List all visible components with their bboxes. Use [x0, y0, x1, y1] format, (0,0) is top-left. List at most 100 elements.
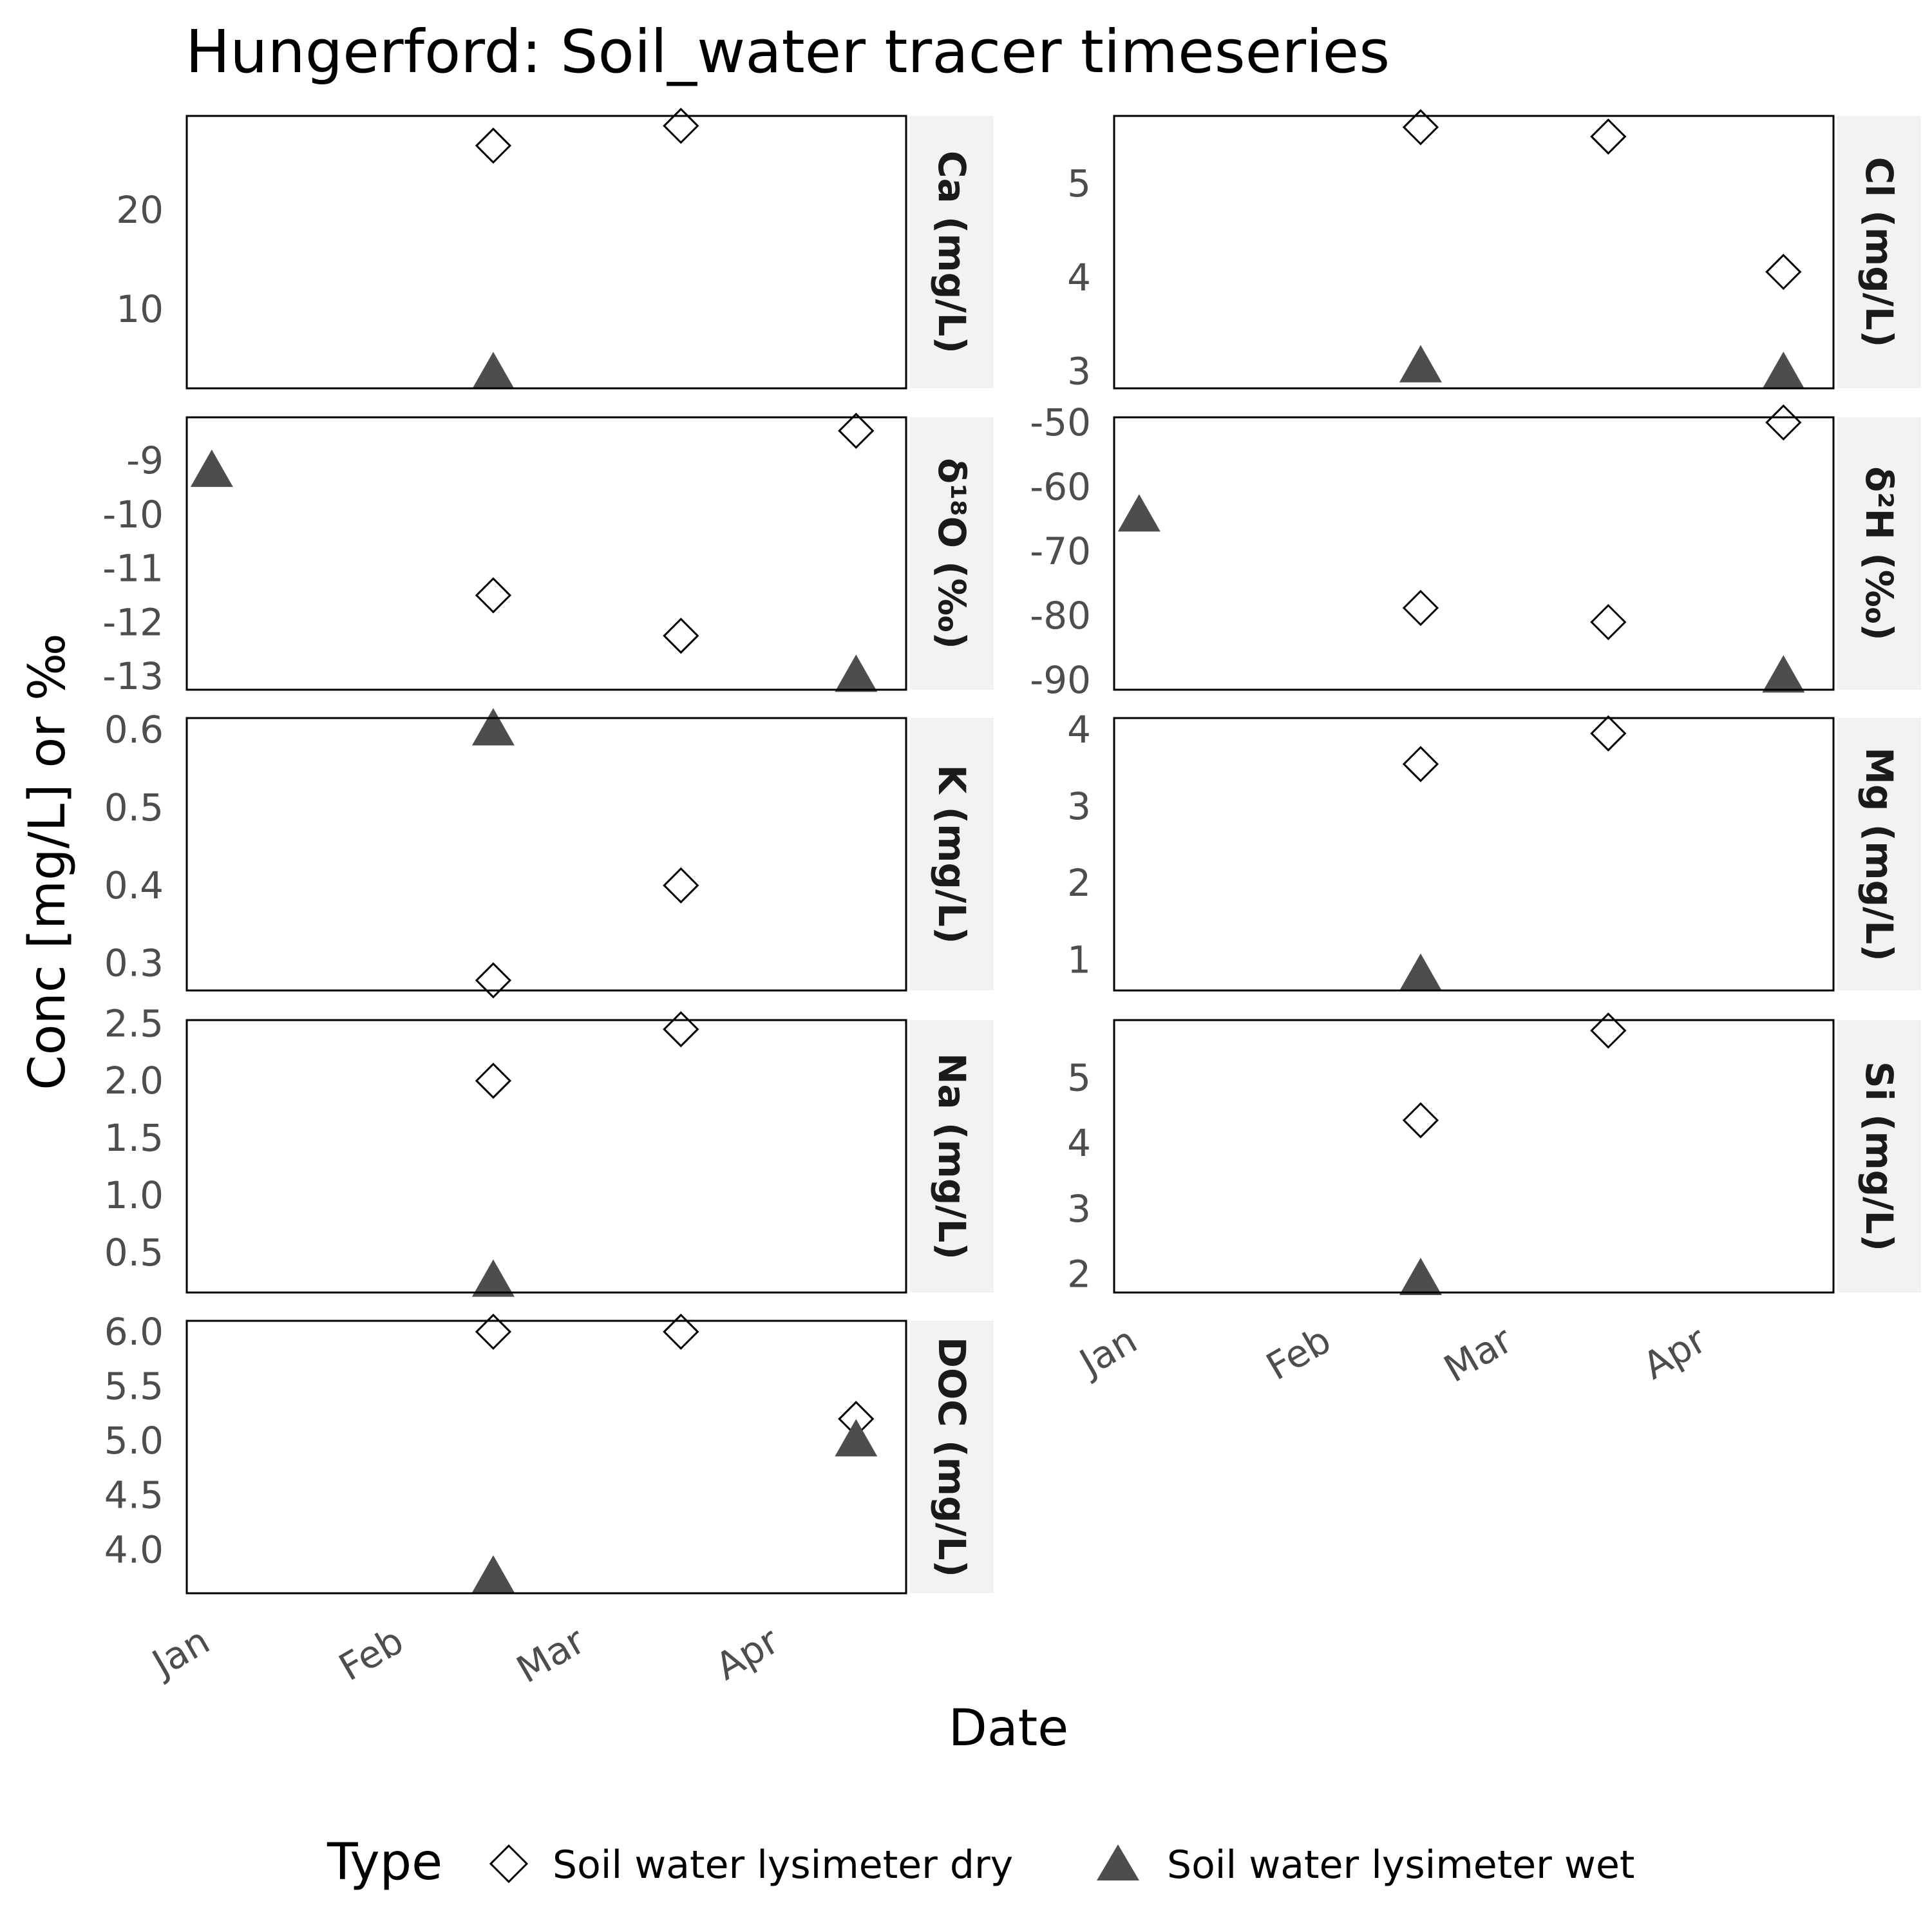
panel-mg-mg-l: 1 2 3 4 Mg (mg/L) — [1067, 708, 1921, 992]
panel-h: -50 -60 -70 -80 -90 δ²H (‰) — [1030, 401, 1921, 702]
panel-background — [1114, 116, 1833, 388]
panel-background — [187, 1321, 906, 1593]
point-dry — [663, 867, 699, 904]
y-tick-label: 4.5 — [104, 1473, 164, 1517]
y-tick-label: 6.0 — [104, 1310, 164, 1354]
y-tick-label: 3 — [1067, 350, 1091, 393]
y-tick-label: 0.3 — [104, 942, 164, 985]
facet-strip-label: δ¹⁸O (‰) — [930, 458, 974, 649]
panel-border — [185, 717, 907, 992]
panel-border — [1113, 717, 1835, 992]
panel-background — [1114, 718, 1833, 990]
y-tick-label: 2.5 — [104, 1001, 164, 1045]
point-dry — [475, 962, 512, 999]
facet-panels: 10 20 Ca (mg/L) 3 4 5 Cl (mg/L) -9 -10 -11 -12 -13 δ… — [102, 108, 1921, 1692]
point-wet — [1117, 494, 1160, 532]
y-tick-label: 5.5 — [104, 1365, 164, 1408]
y-tick-label: 0.5 — [104, 786, 164, 829]
point-dry — [838, 412, 875, 450]
y-tick-label: 4 — [1067, 1121, 1091, 1165]
point-dry — [1765, 254, 1802, 290]
point-wet — [1399, 1258, 1442, 1296]
x-tick-label: Feb — [1259, 1318, 1338, 1388]
y-tick-label: 2.0 — [104, 1059, 164, 1103]
point-wet — [835, 654, 878, 692]
facet-strip — [910, 1321, 994, 1593]
y-tick-label: 4 — [1067, 708, 1091, 752]
legend-label-dry: Soil water lysimeter dry — [553, 1842, 1013, 1888]
point-wet — [471, 1555, 515, 1593]
panel-border — [1113, 1019, 1835, 1294]
y-tick-label: -10 — [102, 493, 164, 536]
panel-border — [185, 416, 907, 691]
legend-label-wet: Soil water lysimeter wet — [1167, 1842, 1634, 1888]
point-wet — [471, 1259, 515, 1297]
facet-strip — [1837, 417, 1921, 690]
panel-cl-mg-l: 3 4 5 Cl (mg/L) — [1067, 109, 1921, 393]
panel-background — [187, 1020, 906, 1293]
y-tick-label: 2 — [1067, 861, 1091, 905]
legend: Type Soil water lysimeter dry Soil water… — [327, 1833, 1634, 1891]
y-tick-label: 2 — [1067, 1253, 1091, 1296]
x-tick-label: Mar — [509, 1618, 592, 1692]
y-tick-label: 0.4 — [104, 864, 164, 907]
panel-background — [187, 417, 906, 690]
y-tick-label: 1.5 — [104, 1116, 164, 1160]
point-dry — [1402, 589, 1439, 627]
panel-na-mg-l: 0.5 1.0 1.5 2.0 2.5 Na (mg/L) — [104, 1001, 994, 1297]
point-wet — [1762, 655, 1805, 693]
y-tick-label: -50 — [1030, 401, 1091, 444]
panel-o: -9 -10 -11 -12 -13 δ¹⁸O (‰) — [102, 412, 994, 698]
panel-border — [185, 1019, 907, 1294]
point-wet — [835, 1419, 878, 1457]
facet-strip — [910, 116, 994, 388]
panel-doc-mg-l: 4.0 4.5 5.0 5.5 6.0 DOC (mg/L) Jan Feb Mar Apr — [104, 1310, 994, 1692]
y-tick-label: 5 — [1067, 162, 1091, 205]
x-tick-label: Mar — [1437, 1318, 1520, 1391]
panel-background — [1114, 417, 1833, 690]
point-wet — [190, 450, 233, 488]
legend-marker-dry — [489, 1844, 529, 1884]
x-tick-label: Apr — [1636, 1318, 1714, 1388]
panel-background — [1114, 1020, 1833, 1293]
facet-strip-label: Cl (mg/L) — [1857, 157, 1901, 348]
y-tick-label: 4.0 — [104, 1528, 164, 1571]
panel-border — [1113, 115, 1835, 390]
point-dry — [475, 128, 512, 164]
facet-strip — [910, 417, 994, 690]
y-tick-label: 3 — [1067, 784, 1091, 828]
facet-strip-label: DOC (mg/L) — [930, 1337, 974, 1577]
point-dry — [475, 577, 512, 614]
y-tick-label: 3 — [1067, 1187, 1091, 1231]
legend-title: Type — [327, 1833, 442, 1891]
y-tick-label: 1 — [1067, 938, 1091, 981]
point-dry — [663, 1313, 699, 1350]
panel-border — [185, 1320, 907, 1595]
facet-strip — [1837, 718, 1921, 990]
panel-border — [185, 115, 907, 390]
facet-strip — [1837, 116, 1921, 388]
y-tick-label: -70 — [1030, 529, 1091, 573]
panel-background — [187, 718, 906, 990]
facet-strip — [910, 718, 994, 990]
facet-strip-label: K (mg/L) — [930, 764, 974, 943]
y-tick-label: 1.0 — [104, 1173, 164, 1217]
y-tick-label: 0.6 — [104, 708, 164, 752]
y-tick-label: 4 — [1067, 256, 1091, 299]
point-dry — [1590, 603, 1627, 641]
y-axis-title: Conc [mg/L] or ‰ — [19, 633, 77, 1090]
point-dry — [1402, 746, 1439, 782]
facet-strip-label: Si (mg/L) — [1857, 1061, 1901, 1251]
point-dry — [1590, 1012, 1627, 1049]
point-dry — [1402, 1102, 1439, 1139]
x-axis-title: Date — [949, 1700, 1068, 1757]
point-wet — [471, 352, 515, 390]
point-dry — [663, 108, 699, 144]
y-tick-label: 20 — [116, 188, 164, 232]
y-tick-label: 5 — [1067, 1056, 1091, 1099]
y-tick-label: -80 — [1030, 594, 1091, 638]
facet-strip — [1837, 1020, 1921, 1293]
facet-strip-label: Ca (mg/L) — [930, 151, 974, 354]
point-wet — [1399, 345, 1442, 383]
